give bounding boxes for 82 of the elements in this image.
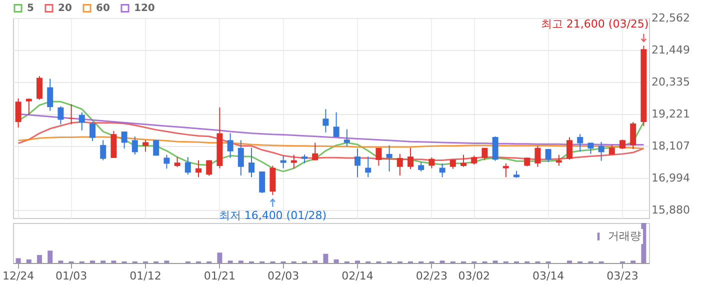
candlestick	[227, 132, 234, 158]
candlestick	[598, 141, 604, 162]
legend-label: 120	[134, 3, 155, 14]
bar	[16, 258, 21, 263]
candlestick	[196, 160, 202, 178]
candlestick	[26, 98, 32, 116]
candlestick	[386, 144, 392, 172]
candlestick	[588, 142, 594, 154]
annotation: 최저 16,400 (01/28)	[218, 209, 327, 222]
y-tick-label: 21,449	[652, 43, 690, 56]
candlestick	[418, 161, 424, 172]
candlestick	[502, 162, 509, 178]
candlestick	[15, 98, 22, 128]
candlestick	[460, 154, 466, 168]
candlestick	[482, 147, 488, 161]
legend-label: 20	[58, 3, 72, 14]
bar	[334, 259, 339, 263]
y-tick-label: 22,562	[652, 12, 690, 24]
candlestick	[290, 154, 297, 169]
x-tick-label: 01/03	[55, 270, 88, 282]
y-tick-label: 18,107	[652, 139, 690, 152]
x-tick-label: 03/14	[532, 270, 564, 282]
candlestick	[354, 148, 360, 178]
candlestick	[322, 108, 329, 133]
x-tick-label: 02/14	[342, 270, 374, 282]
candlestick	[110, 130, 117, 158]
candlestick	[534, 145, 541, 168]
candlestick	[620, 139, 626, 150]
annotation: 최고 21,600 (03/25)	[540, 18, 649, 31]
candlestick	[90, 122, 96, 142]
x-tick-label: 03/02	[458, 270, 490, 282]
candlestick	[47, 78, 54, 112]
candlestick	[396, 153, 403, 176]
x-tick-label: 01/21	[204, 270, 236, 282]
candlestick	[630, 122, 636, 150]
candlestick	[259, 170, 266, 194]
candlestick	[78, 112, 85, 131]
candlestick	[492, 136, 498, 162]
y-tick-label: 19,221	[652, 107, 690, 120]
legend-label: 5	[27, 3, 34, 14]
candlestick	[121, 131, 128, 149]
legend-label: 거래량	[608, 230, 641, 242]
y-tick-label: 20,335	[652, 75, 690, 88]
candlestick	[142, 140, 148, 152]
candlestick	[439, 162, 446, 178]
candlestick	[344, 128, 350, 147]
candlestick	[100, 140, 106, 161]
candlestick	[164, 154, 170, 170]
x-tick-label: 03/23	[606, 270, 638, 282]
candlestick	[153, 140, 160, 156]
candlestick	[566, 136, 572, 160]
candlestick	[545, 148, 552, 162]
candlestick	[248, 147, 254, 178]
y-tick-label: 16,994	[652, 171, 690, 184]
candlestick	[376, 147, 382, 166]
candlestick	[270, 165, 276, 196]
candlestick	[577, 134, 584, 152]
candlestick	[36, 76, 42, 100]
candlestick	[238, 140, 244, 176]
y-tick-label: 15,880	[652, 203, 690, 216]
bar	[217, 252, 222, 263]
bar	[37, 255, 42, 263]
x-tick-label: 12/24	[2, 270, 34, 282]
bar	[26, 259, 32, 263]
candlestick	[184, 156, 191, 176]
candlestick	[206, 160, 212, 176]
candlestick	[280, 155, 286, 169]
candlestick	[450, 159, 456, 170]
candlestick	[408, 147, 414, 170]
candlestick	[365, 156, 372, 178]
x-tick-label: 02/23	[416, 270, 448, 282]
legend-label: 60	[96, 3, 110, 14]
candlestick	[58, 106, 64, 125]
candlestick	[333, 112, 340, 138]
candlestick	[312, 142, 318, 161]
bar	[48, 250, 53, 263]
candlestick	[174, 156, 180, 168]
bar	[323, 254, 328, 263]
x-tick-label: 02/03	[267, 270, 300, 282]
candlestick	[428, 156, 435, 169]
candlestick	[132, 136, 138, 156]
x-tick-label: 01/12	[130, 270, 162, 282]
